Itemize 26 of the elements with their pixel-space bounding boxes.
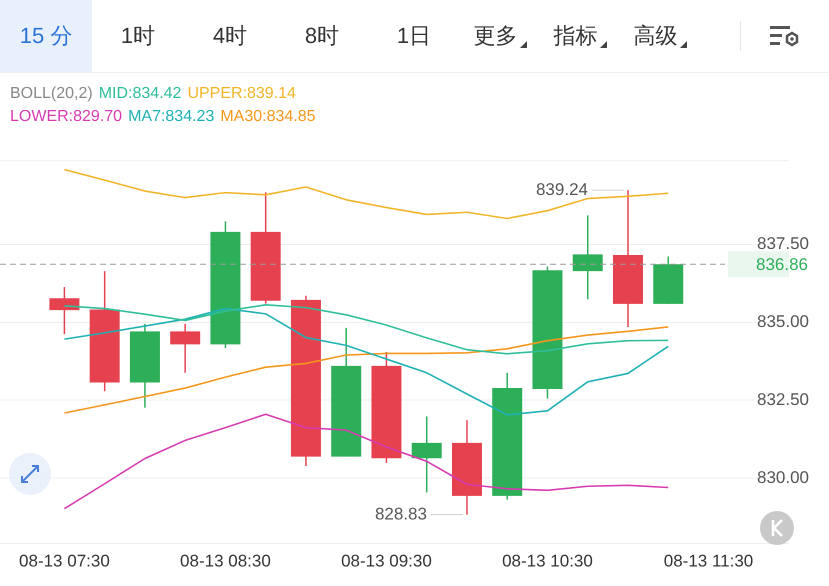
text: 高级 [634,22,678,50]
text: MID:834.42 [98,84,182,104]
x-tick-label: 08-13 11:30 [664,551,754,570]
y-tick-label: 837.50 [757,234,809,254]
x-tick-label: 08-13 07:30 [19,551,110,570]
y-tick-label: 835.00 [757,312,809,331]
text: MA30:834.85 [220,107,316,127]
text: 1时 [120,22,156,50]
ref-line-label: 836.86 [756,255,808,274]
text: 指标 [554,22,598,50]
annotation: 828.83 [374,504,427,524]
legend-title: BOLL(20,2) [10,84,93,104]
x-tick-label: 08-13 10:30 [502,551,593,570]
text: LOWER:829.70 [10,107,122,127]
text: UPPER:839.14 [187,84,296,104]
text: 15 分 [20,22,72,50]
text: 更多 [474,22,518,50]
text: 8时 [304,22,340,50]
text: 1日 [396,22,432,50]
y-tick-label: 830.00 [757,468,809,487]
x-tick-label: 08-13 08:30 [180,551,271,570]
text: MA7:834.23 [128,107,214,127]
x-tick-label: 08-13 09:30 [341,551,432,570]
text: 4时 [212,22,248,50]
y-tick-label: 832.50 [757,390,809,409]
annotation: 839.24 [536,180,588,199]
